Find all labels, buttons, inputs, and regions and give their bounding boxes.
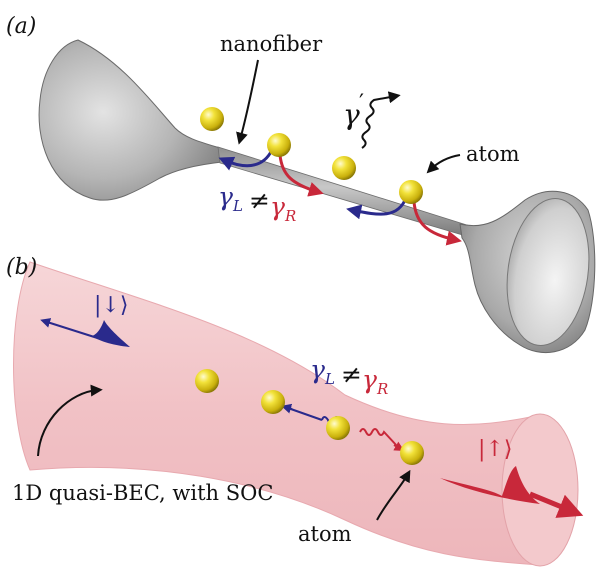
spin-up-arrow — [529, 491, 584, 518]
svg-text:L: L — [324, 370, 335, 388]
svg-text:R: R — [376, 380, 388, 398]
panel-b: |↓⟩ |↑⟩ γ L ≠ γ R 1D quasi-BEC, with SOC… — [6, 255, 584, 567]
atom — [332, 156, 356, 180]
free-space-rate-label: γ — [343, 98, 360, 131]
panel-a: γ ′ nanofiber atom γ L ≠ γ R (a) — [6, 14, 596, 354]
free-space-rate-prime: ′ — [359, 91, 364, 116]
bec-label: 1D quasi-BEC, with SOC — [12, 481, 273, 505]
bec-tube-end — [501, 413, 579, 567]
panel-b-label: (b) — [6, 255, 37, 280]
svg-text:R: R — [284, 207, 296, 225]
blue-guided-emission-1 — [218, 149, 274, 171]
atom-pointer-arrow-b — [376, 469, 411, 521]
atom-label-a: atom — [466, 142, 520, 166]
rate-inequality-b: γ L ≠ γ R — [310, 355, 388, 398]
svg-text:γ: γ — [218, 182, 233, 211]
svg-text:γ: γ — [362, 365, 377, 394]
spin-up-state-label: |↑⟩ — [478, 437, 512, 462]
atom — [261, 390, 285, 414]
spin-up-wavepacket — [440, 466, 540, 504]
nanofiber-pointer-arrow — [236, 59, 259, 145]
svg-text:γ: γ — [270, 192, 285, 221]
free-space-emission — [361, 91, 401, 149]
svg-text:γ: γ — [310, 355, 325, 384]
atom — [399, 180, 423, 204]
bec-tube — [13, 261, 541, 566]
red-emission-b — [359, 428, 399, 448]
spin-down-state-label: |↓⟩ — [94, 293, 128, 318]
svg-text:L: L — [232, 197, 243, 215]
atom — [400, 441, 424, 465]
blue-emission-b-head — [281, 403, 293, 414]
bec-pointer-arrow — [37, 384, 103, 457]
atom — [200, 107, 224, 131]
fiber-left-taper — [38, 39, 223, 201]
rate-inequality-a: γ L ≠ γ R — [218, 182, 296, 225]
svg-text:≠: ≠ — [341, 360, 362, 389]
spin-down-wavepacket — [92, 320, 130, 347]
atom-label-b: atom — [298, 522, 352, 546]
svg-text:≠: ≠ — [249, 186, 270, 215]
blue-guided-emission-2 — [346, 197, 408, 220]
atom — [267, 133, 291, 157]
atom — [326, 416, 350, 440]
red-guided-emission-2 — [412, 201, 462, 246]
atom — [195, 369, 219, 393]
fiber-right-mouth — [506, 198, 590, 346]
nanofiber-label: nanofiber — [220, 32, 323, 56]
atom-pointer-arrow-a — [426, 154, 461, 174]
red-emission-b-head — [393, 441, 405, 451]
red-guided-emission-1 — [278, 154, 324, 197]
panel-a-label: (a) — [6, 14, 36, 39]
